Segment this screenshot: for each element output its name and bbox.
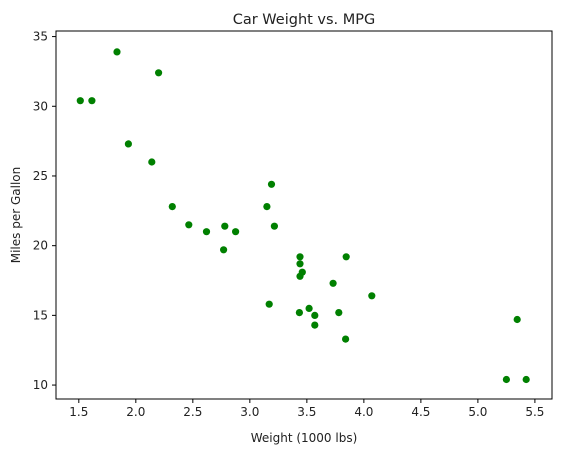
- data-point: [265, 300, 273, 308]
- data-point: [113, 48, 121, 56]
- chart-title: Car Weight vs. MPG: [233, 12, 376, 28]
- data-point: [295, 309, 303, 317]
- x-axis: 1.5 2.0 2.5 3.0 3.5 4.0 4.5 5.0 5.5: [69, 399, 544, 419]
- data-point: [296, 253, 304, 261]
- data-point: [88, 97, 96, 105]
- y-tick-label: 20: [33, 239, 48, 253]
- x-tick-label: 5.0: [468, 405, 487, 419]
- y-axis: 10 15 20 25 30 35: [33, 30, 56, 392]
- plot-background: [56, 31, 552, 399]
- data-point: [522, 375, 530, 384]
- y-tick-label: 15: [33, 308, 48, 322]
- points-layer: [76, 48, 530, 384]
- data-point: [267, 180, 276, 188]
- data-point: [76, 97, 84, 105]
- data-point: [185, 221, 193, 229]
- x-tick-label: 3.0: [240, 405, 259, 419]
- data-point: [221, 222, 229, 230]
- data-point: [232, 228, 240, 236]
- x-tick-label: 5.5: [525, 405, 544, 419]
- y-axis-label: Miles per Gallon: [9, 167, 23, 264]
- data-point: [168, 203, 176, 211]
- data-point: [502, 375, 510, 384]
- data-point: [368, 292, 376, 300]
- data-point: [335, 309, 343, 317]
- x-tick-label: 1.5: [69, 405, 88, 419]
- x-axis-label: Weight (1000 lbs): [251, 431, 358, 445]
- data-point: [329, 279, 337, 287]
- y-tick-label: 30: [33, 99, 48, 113]
- data-point: [124, 140, 132, 148]
- data-point: [311, 311, 319, 319]
- x-tick-label: 4.5: [411, 405, 430, 419]
- data-point: [311, 321, 319, 329]
- x-tick-label: 2.0: [126, 405, 145, 419]
- data-point: [296, 260, 304, 268]
- data-point: [148, 158, 156, 166]
- x-tick-label: 4.0: [354, 405, 373, 419]
- y-tick-label: 35: [33, 30, 48, 44]
- data-point: [270, 222, 278, 230]
- y-tick-label: 10: [33, 378, 48, 392]
- data-point: [342, 335, 350, 343]
- data-point: [220, 246, 228, 254]
- data-point: [513, 315, 521, 324]
- data-point: [202, 228, 211, 236]
- x-tick-label: 3.5: [297, 405, 316, 419]
- plot-frame: [55, 30, 553, 400]
- data-point: [155, 69, 163, 77]
- y-tick-label: 25: [33, 169, 48, 183]
- data-point: [263, 203, 271, 211]
- data-point: [296, 272, 304, 280]
- data-point: [342, 253, 350, 261]
- data-point: [305, 304, 313, 312]
- x-tick-label: 2.5: [183, 405, 202, 419]
